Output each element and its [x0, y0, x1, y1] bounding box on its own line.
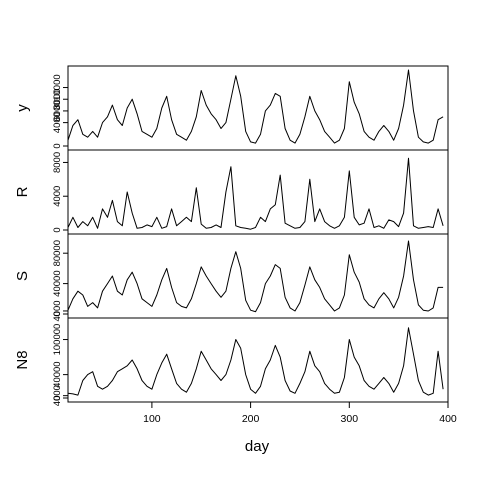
y-tick-label: 10000 — [52, 74, 63, 100]
y-tick-label: 80000 — [52, 240, 63, 266]
x-tick-label: 300 — [341, 413, 359, 425]
panel-label-n8: N8 — [14, 350, 31, 369]
panel-label-r: R — [14, 186, 31, 197]
x-axis-label: day — [245, 438, 270, 455]
y-tick-label: 4000 — [52, 300, 63, 321]
y-tick-label: 6000 — [52, 100, 63, 121]
y-tick-label: 0 — [52, 311, 63, 316]
series-line-s — [67, 240, 444, 313]
panels-group: 040006000800010000y040008000R04000400008… — [14, 65, 449, 406]
y-tick-label: 4000 — [52, 112, 63, 133]
panel-r: 0 4000 8000 R — [14, 149, 449, 235]
panel-label-y: y — [14, 104, 31, 112]
x-axis: 100 200 300 400 — [143, 402, 457, 425]
panel-frame — [67, 233, 449, 319]
panel-label-s: S — [14, 271, 31, 281]
y-tick-label: 0 — [52, 143, 63, 148]
y-tick-label: 4000 — [52, 186, 63, 207]
y-tick-label: 40000 — [52, 361, 63, 387]
x-tick-label: 400 — [439, 413, 457, 425]
y-tick-label: 0 — [52, 395, 63, 400]
y-tick-label: 8000 — [52, 89, 63, 110]
y-tick-label: 0 — [52, 227, 63, 232]
y-tick-label: 40000 — [52, 270, 63, 296]
y-tick-label: 4000 — [52, 385, 63, 406]
y-tick-label: 8000 — [52, 152, 63, 173]
series-line-y — [67, 69, 444, 144]
panel-frame — [67, 65, 449, 151]
panel-frame — [67, 317, 449, 403]
series-line-r — [67, 157, 444, 230]
y-tick-label: 100000 — [52, 324, 63, 356]
x-tick-label: 200 — [242, 413, 260, 425]
x-tick-label: 100 — [143, 413, 161, 425]
series-line-n8 — [67, 327, 444, 396]
